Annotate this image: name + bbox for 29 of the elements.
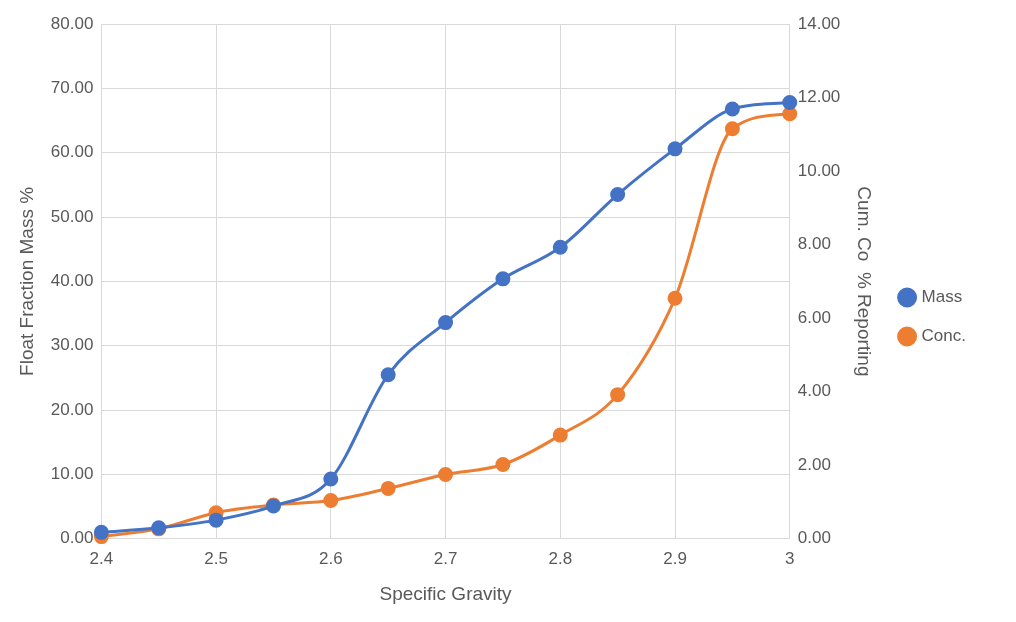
x-tick-label: 2.6 (318, 548, 343, 568)
x-tick-label: 2.9 (663, 548, 687, 568)
y-tick-label: 40.00 (50, 271, 94, 291)
legend-label: Conc. (921, 326, 967, 346)
x-axis-title: Specific Gravity (379, 582, 513, 604)
y-tick-label: 30.00 (50, 335, 94, 355)
y2-tick-label: 2.00 (797, 454, 831, 474)
y2-tick-label: 0.00 (797, 528, 831, 548)
y2-tick-label: 10.00 (797, 160, 841, 180)
x-tick-label: 2.5 (204, 548, 228, 568)
y2-tick-label: 6.00 (797, 307, 831, 327)
y2-tick-label: 8.00 (797, 234, 831, 254)
y-tick-label: 10.00 (50, 464, 94, 484)
x-tick-label: 2.8 (548, 548, 573, 568)
y2-tick-label: 4.00 (797, 381, 831, 401)
y-tick-label: 50.00 (50, 206, 94, 226)
x-tick-label: 2.4 (89, 548, 114, 568)
y2-tick-label: 12.00 (797, 87, 841, 107)
y-tick-label: 70.00 (50, 78, 94, 98)
y-tick-label: 60.00 (50, 142, 94, 162)
legend-label: Mass (921, 287, 963, 307)
y-axis-title: Float Fraction Mass % (15, 186, 37, 376)
y2-tick-label: 14.00 (797, 13, 841, 33)
y2-axis-title: Cum. Co % Reporting (854, 186, 876, 377)
x-tick-label: 2.7 (433, 548, 458, 568)
y-tick-label: 0.00 (60, 528, 94, 548)
y-tick-label: 20.00 (50, 399, 94, 419)
x-tick-label: 3 (785, 548, 795, 568)
y-tick-label: 80.00 (50, 13, 94, 33)
